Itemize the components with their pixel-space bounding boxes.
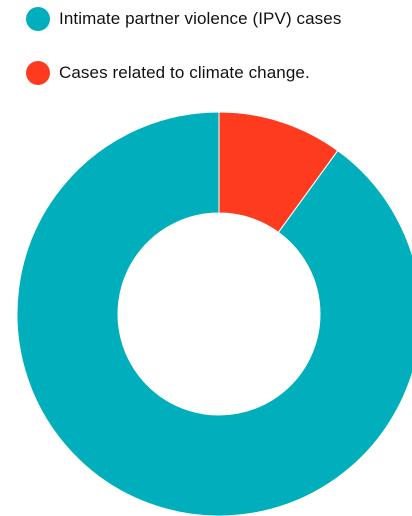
legend-swatch-climate bbox=[26, 61, 50, 85]
donut-slice-ipv bbox=[16, 111, 412, 516]
donut-slice-climate bbox=[218, 111, 339, 233]
legend-label-climate: Cases related to climate change. bbox=[59, 63, 310, 82]
legend-item-ipv: Intimate partner violence (IPV) cases bbox=[26, 7, 341, 31]
legend-swatch-ipv bbox=[26, 7, 50, 31]
legend-item-climate: Cases related to climate change. bbox=[26, 61, 310, 85]
legend-label-ipv: Intimate partner violence (IPV) cases bbox=[59, 9, 342, 28]
